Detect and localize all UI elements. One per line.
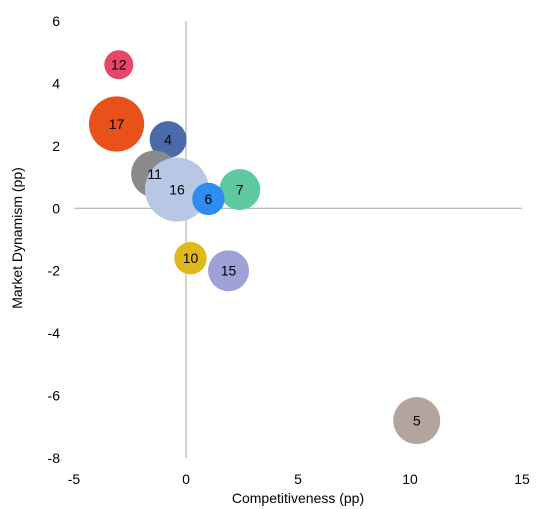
bubble-4 xyxy=(149,121,187,159)
bubble-7 xyxy=(219,169,261,211)
bubble-label-11: 11 xyxy=(147,166,162,182)
bubbles: 12 17 4 11 16 7 6 10 15 5 xyxy=(88,50,441,445)
y-tick-label: 6 xyxy=(52,13,60,29)
bubble-6 xyxy=(192,182,225,216)
x-tick-label: 5 xyxy=(294,471,302,487)
bubble-label-7: 7 xyxy=(236,182,244,198)
bubble-label-4: 4 xyxy=(164,132,172,148)
y-tick-label: 4 xyxy=(52,75,60,91)
y-tick-label: -6 xyxy=(48,388,61,404)
y-tick-labels: -8 -6 -4 -2 0 2 4 6 xyxy=(48,13,61,466)
bubble-label-17: 17 xyxy=(109,116,125,132)
x-tick-label: 0 xyxy=(182,471,190,487)
bubble-5 xyxy=(393,397,441,445)
bubble-label-12: 12 xyxy=(111,57,127,73)
bubble-label-10: 10 xyxy=(183,250,199,266)
y-tick-label: -2 xyxy=(48,263,61,279)
bubble-16 xyxy=(145,157,210,222)
axes xyxy=(74,21,522,458)
x-axis-title: Competitiveness (pp) xyxy=(232,490,364,506)
bubble-label-15: 15 xyxy=(221,263,237,279)
bubble-label-16: 16 xyxy=(169,182,185,198)
y-tick-label: 2 xyxy=(52,138,60,154)
x-tick-label: 10 xyxy=(402,471,418,487)
y-axis-title: Market Dynamism (pp) xyxy=(9,167,25,309)
bubble-10 xyxy=(174,242,207,275)
x-tick-label: -5 xyxy=(68,471,81,487)
bubble-15 xyxy=(208,250,250,292)
x-tick-label: 15 xyxy=(514,471,530,487)
bubble-12 xyxy=(104,50,134,80)
y-tick-label: 0 xyxy=(52,200,60,216)
bubble-label-5: 5 xyxy=(413,413,421,429)
x-tick-labels: -5 0 5 10 15 xyxy=(68,471,530,487)
y-tick-label: -4 xyxy=(48,325,61,341)
y-tick-label: -8 xyxy=(48,450,61,466)
bubble-label-6: 6 xyxy=(205,191,213,207)
bubble-17 xyxy=(88,96,145,152)
